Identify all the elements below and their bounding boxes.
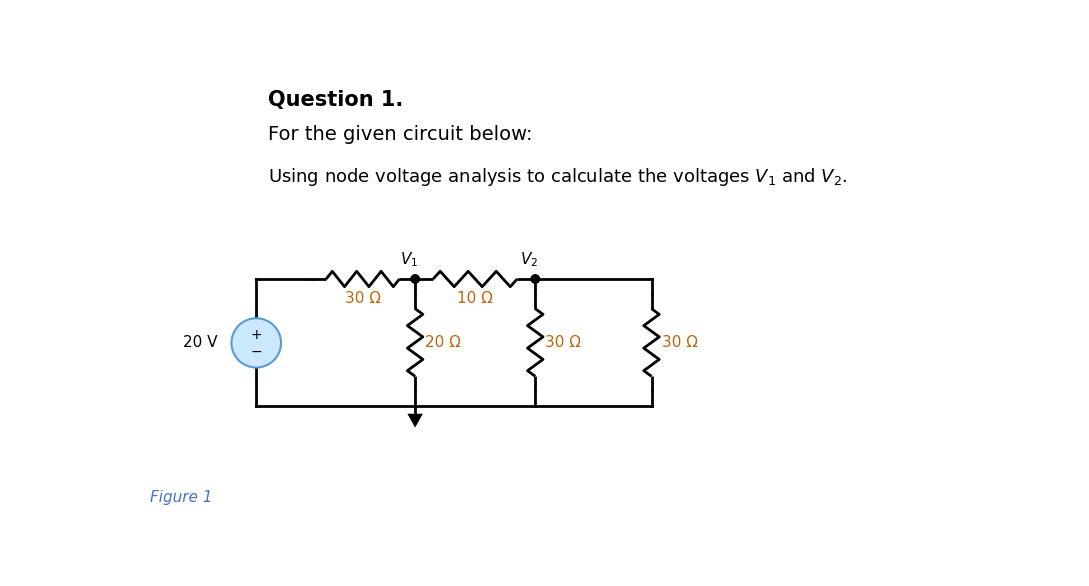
Text: 30 Ω: 30 Ω xyxy=(546,335,582,350)
Ellipse shape xyxy=(232,318,281,367)
Text: For the given circuit below:: For the given circuit below: xyxy=(268,125,533,144)
Text: 30 Ω: 30 Ω xyxy=(345,291,381,306)
Text: 20 Ω: 20 Ω xyxy=(425,335,461,350)
Text: Question 1.: Question 1. xyxy=(268,90,403,110)
Text: $V_2$: $V_2$ xyxy=(521,250,538,269)
Circle shape xyxy=(531,275,539,283)
Text: 30 Ω: 30 Ω xyxy=(662,335,698,350)
Text: 20 V: 20 V xyxy=(183,335,218,350)
Text: Using node voltage analysis to calculate the voltages $V_1$ and $V_2$.: Using node voltage analysis to calculate… xyxy=(268,166,847,188)
Text: 10 Ω: 10 Ω xyxy=(457,291,493,306)
Text: Figure 1: Figure 1 xyxy=(150,489,212,505)
Text: $V_1$: $V_1$ xyxy=(400,250,418,269)
Polygon shape xyxy=(407,414,423,428)
Circle shape xyxy=(411,275,419,283)
Text: −: − xyxy=(250,345,262,359)
Text: +: + xyxy=(250,328,262,342)
